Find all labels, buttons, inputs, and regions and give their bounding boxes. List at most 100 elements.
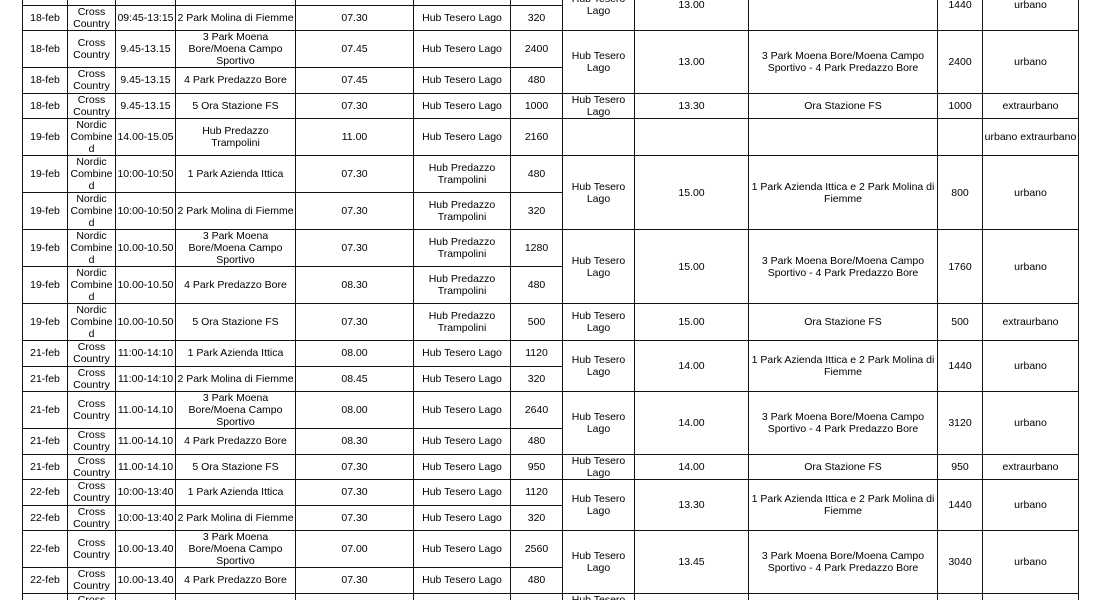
cell-discipline: Nordic Combined bbox=[67, 303, 116, 341]
cell-passengers: 480 bbox=[510, 266, 563, 304]
cell-passengers: 2560 bbox=[510, 530, 563, 568]
cell-return-passengers: 800 bbox=[937, 155, 983, 230]
cell-passengers: 500 bbox=[510, 303, 563, 341]
cell-passengers: 2400 bbox=[510, 30, 563, 68]
cell-time-range: 10:00-10:50 bbox=[115, 192, 176, 230]
cell-date: 21-feb bbox=[22, 340, 68, 367]
cell-time-range: 11.00-14.10 bbox=[115, 391, 176, 429]
cell-return-destination: Ora Stazione FS bbox=[748, 453, 938, 480]
cell-date: 21-feb bbox=[22, 453, 68, 480]
cell-return-destination: 3 Park Moena Bore/Moena Campo Sportivo -… bbox=[748, 30, 938, 94]
table-row: 22-feb Cross Country 10:00-13:40 1 Park Azi… bbox=[22, 479, 1079, 531]
cell-departure-time: 08.30 bbox=[295, 428, 414, 455]
cell-date: 19-feb bbox=[22, 229, 68, 267]
cell-return-time: 13.00 bbox=[634, 0, 749, 31]
cell-return-hub: Hub Tesero Lago bbox=[562, 155, 635, 230]
cell-discipline: Nordic Combined bbox=[67, 266, 116, 304]
cell-return-passengers: 1440 bbox=[937, 479, 983, 531]
cell-date: 18-feb bbox=[22, 92, 68, 119]
table-row: 19-feb Nordic Combined 10.00-10.50 3 Park M… bbox=[22, 229, 1079, 304]
cell-departure-time: 07.45 bbox=[295, 30, 414, 68]
cell-hub: Hub Predazzo Trampolini bbox=[413, 229, 511, 267]
table-row: 21-feb Cross Country 11.00-14.10 3 Park Moe… bbox=[22, 391, 1079, 455]
cell-passengers: 1280 bbox=[510, 229, 563, 267]
cell-service-type: extraurbano bbox=[982, 592, 1079, 600]
cell-discipline: Cross Country bbox=[67, 592, 116, 600]
cell-return-time: 13.00 bbox=[634, 30, 749, 94]
cell-departure-time: 07.30 bbox=[295, 303, 414, 341]
cell-hub: Hub Predazzo Trampolini bbox=[413, 303, 511, 341]
cell-return-time: 14.00 bbox=[634, 391, 749, 455]
cell-return-hub: Hub Tesero Lago bbox=[562, 530, 635, 594]
table-row: 19-feb Nordic Combined 14.00-15.05 Hub Pred… bbox=[22, 118, 1079, 156]
table-row: 21-feb Cross Country 11:00-14:10 1 Park Azi… bbox=[22, 340, 1079, 392]
cell-date: 19-feb bbox=[22, 266, 68, 304]
shuttle-schedule-table: Hub Tesero Lago13.001440urbano18-febCros… bbox=[22, 0, 1079, 600]
cell-park: 5 Ora Stazione FS bbox=[175, 592, 296, 600]
cell-discipline: Cross Country bbox=[67, 391, 116, 429]
cell-service-type: extraurbano bbox=[982, 303, 1079, 341]
cell-passengers: 2160 bbox=[510, 118, 563, 156]
cell-date: 18-feb bbox=[22, 30, 68, 68]
cell-return-passengers bbox=[937, 118, 983, 156]
cell-departure-time: 07.45 bbox=[295, 67, 414, 94]
cell-park: 4 Park Predazzo Bore bbox=[175, 428, 296, 455]
cell-time-range: 10.00-10.50 bbox=[115, 229, 176, 267]
cell-discipline: Cross Country bbox=[67, 530, 116, 568]
cell-return-hub: Hub Tesero Lago bbox=[562, 592, 635, 600]
cell-return-destination: Ora Stazione FS bbox=[748, 303, 938, 341]
cell-discipline: Nordic Combined bbox=[67, 155, 116, 193]
cell-return-passengers: 950 bbox=[937, 592, 983, 600]
cell-passengers: 320 bbox=[510, 504, 563, 531]
cell-discipline: Cross Country bbox=[67, 4, 116, 31]
cell-return-hub bbox=[562, 118, 635, 156]
cell-hub: Hub Tesero Lago bbox=[413, 567, 511, 594]
cell-return-passengers: 1440 bbox=[937, 340, 983, 392]
cell-return-passengers: 3040 bbox=[937, 530, 983, 594]
cell-departure-time: 07.30 bbox=[295, 92, 414, 119]
cell-date: 19-feb bbox=[22, 192, 68, 230]
cell-park: 4 Park Predazzo Bore bbox=[175, 567, 296, 594]
cell-service-type: urbano bbox=[982, 229, 1079, 304]
cell-hub: Hub Tesero Lago bbox=[413, 504, 511, 531]
cell-departure-time: 07.30 bbox=[295, 504, 414, 531]
table-row: 21-feb Cross Country 11.00-14.10 4 Park Pre… bbox=[22, 428, 1079, 455]
cell-time-range: 10:00-13:40 bbox=[115, 504, 176, 531]
cell-return-destination: 3 Park Moena Bore/Moena Campo Sportivo -… bbox=[748, 530, 938, 594]
cell-return-hub: Hub Tesero Lago bbox=[562, 479, 635, 531]
cell-park: 1 Park Azienda Ittica bbox=[175, 340, 296, 367]
cell-departure-time: 11.00 bbox=[295, 118, 414, 156]
cell-time-range: 10:00-10:50 bbox=[115, 155, 176, 193]
cell-return-destination bbox=[748, 0, 938, 31]
cell-time-range: 11.00-14.10 bbox=[115, 453, 176, 480]
cell-return-hub: Hub Tesero Lago bbox=[562, 391, 635, 455]
cell-date: 22-feb bbox=[22, 530, 68, 568]
cell-park: 2 Park Molina di Fiemme bbox=[175, 4, 296, 31]
cell-passengers: 480 bbox=[510, 428, 563, 455]
cell-return-time bbox=[634, 118, 749, 156]
cell-service-type: extraurbano bbox=[982, 92, 1079, 119]
cell-time-range: 9.45-13.15 bbox=[115, 92, 176, 119]
cell-date: 22-feb bbox=[22, 479, 68, 506]
table-clip-region: Hub Tesero Lago13.001440urbano18-febCros… bbox=[22, 0, 1079, 600]
cell-service-type: urbano bbox=[982, 391, 1079, 455]
cell-return-destination: 1 Park Azienda Ittica e 2 Park Molina di… bbox=[748, 155, 938, 230]
cell-hub: Hub Tesero Lago bbox=[413, 530, 511, 568]
cell-time-range: 9.45-13.15 bbox=[115, 30, 176, 68]
cell-departure-time: 08.30 bbox=[295, 266, 414, 304]
cell-passengers: 320 bbox=[510, 192, 563, 230]
cell-return-destination bbox=[748, 118, 938, 156]
cell-passengers: 480 bbox=[510, 567, 563, 594]
cell-time-range: 11:00-14:10 bbox=[115, 365, 176, 392]
cell-discipline: Cross Country bbox=[67, 567, 116, 594]
cell-park: 1 Park Azienda Ittica bbox=[175, 479, 296, 506]
cell-time-range: 11:00-14:10 bbox=[115, 340, 176, 367]
cell-return-time: 13.30 bbox=[634, 92, 749, 119]
cell-return-passengers: 1000 bbox=[937, 92, 983, 119]
cell-return-passengers: 2400 bbox=[937, 30, 983, 94]
cell-departure-time: 08.00 bbox=[295, 391, 414, 429]
cell-hub: Hub Predazzo Trampolini bbox=[413, 266, 511, 304]
cell-service-type: urbano extraurbano bbox=[982, 118, 1079, 156]
cell-date: 19-feb bbox=[22, 303, 68, 341]
cell-passengers: 320 bbox=[510, 365, 563, 392]
